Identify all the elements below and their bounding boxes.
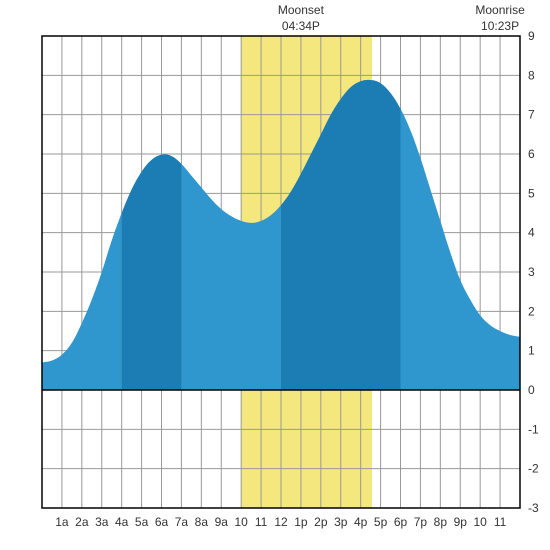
y-tick-label: 7 — [528, 108, 535, 122]
x-tick-label: 2p — [314, 515, 328, 529]
tide-chart: -3-2-101234567891a2a3a4a5a6a7a8a9a101112… — [0, 0, 550, 550]
y-tick-label: 4 — [528, 226, 535, 240]
x-tick-label: 4p — [354, 515, 368, 529]
x-tick-label: 3a — [95, 515, 109, 529]
y-tick-label: -3 — [528, 501, 539, 515]
y-tick-label: 8 — [528, 68, 535, 82]
y-tick-label: 5 — [528, 186, 535, 200]
x-tick-label: 1p — [294, 515, 308, 529]
x-tick-label: 7a — [175, 515, 189, 529]
x-tick-label: 11 — [494, 515, 507, 529]
x-tick-label: 10 — [234, 515, 248, 529]
y-tick-label: -1 — [528, 422, 539, 436]
y-tick-label: 3 — [528, 265, 535, 279]
x-tick-label: 4a — [115, 515, 129, 529]
x-tick-label: 1a — [55, 515, 69, 529]
x-tick-label: 5a — [135, 515, 149, 529]
y-tick-label: -2 — [528, 462, 539, 476]
moonrise-label: Moonrise — [475, 3, 525, 17]
chart-svg: -3-2-101234567891a2a3a4a5a6a7a8a9a101112… — [0, 0, 550, 550]
y-tick-label: 0 — [528, 383, 535, 397]
y-tick-label: 1 — [528, 344, 535, 358]
x-tick-label: 3p — [334, 515, 348, 529]
moonset-time: 04:34P — [282, 19, 320, 33]
moonrise-time: 10:23P — [481, 19, 519, 33]
x-tick-label: 9p — [454, 515, 468, 529]
x-tick-label: 2a — [75, 515, 89, 529]
moonset-label: Moonset — [278, 3, 325, 17]
x-tick-label: 12 — [274, 515, 288, 529]
y-tick-label: 9 — [528, 29, 535, 43]
x-tick-label: 8a — [195, 515, 209, 529]
x-tick-label: 10 — [473, 515, 487, 529]
x-tick-label: 6p — [394, 515, 408, 529]
x-tick-label: 7p — [414, 515, 428, 529]
y-tick-label: 2 — [528, 304, 535, 318]
x-tick-label: 11 — [255, 515, 268, 529]
x-tick-label: 9a — [215, 515, 229, 529]
x-tick-label: 6a — [155, 515, 169, 529]
x-tick-label: 5p — [374, 515, 388, 529]
y-tick-label: 6 — [528, 147, 535, 161]
x-tick-label: 8p — [434, 515, 448, 529]
